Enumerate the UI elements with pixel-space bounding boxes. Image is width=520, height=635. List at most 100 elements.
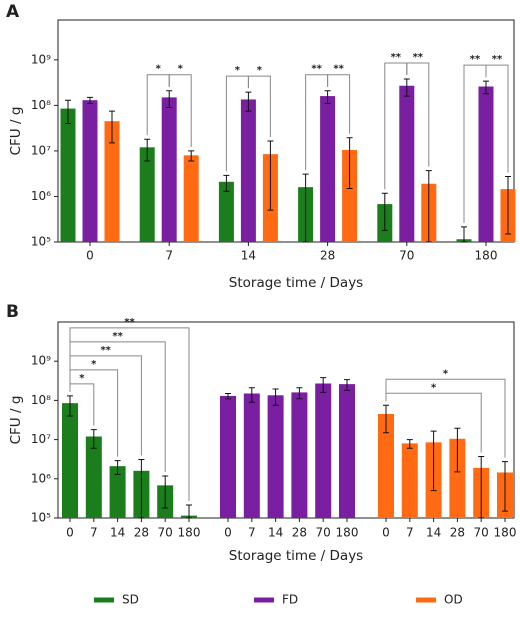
- bar: [60, 108, 76, 242]
- significance-label: **: [413, 52, 424, 63]
- plot-frame: [57, 321, 515, 519]
- x-tick-label: 70: [474, 526, 489, 540]
- error-bar: [502, 461, 508, 512]
- significance-bracket: [385, 378, 506, 458]
- bar: [62, 403, 78, 518]
- error-bar: [320, 377, 327, 393]
- bar: [139, 147, 155, 242]
- y-tick-label: 10⁵: [31, 511, 51, 525]
- panel-label: A: [6, 2, 20, 22]
- significance-label: **: [470, 54, 481, 65]
- plot-frame: [57, 19, 515, 243]
- x-tick-label: 28: [320, 249, 335, 263]
- x-tick-label: 7: [248, 526, 256, 540]
- bar: [82, 100, 98, 242]
- bar: [267, 395, 284, 518]
- x-tick-label: 0: [86, 249, 94, 263]
- x-tick-label: 7: [406, 526, 414, 540]
- error-bar: [114, 460, 121, 475]
- error-bar: [109, 110, 115, 144]
- panel-label: B: [6, 302, 19, 322]
- x-tick-label: 70: [399, 249, 414, 263]
- error-bar: [302, 173, 309, 243]
- bar: [342, 149, 358, 242]
- x-tick-label: 28: [450, 526, 465, 540]
- error-bar: [166, 90, 173, 108]
- error-bar: [324, 90, 331, 105]
- y-tick-label: 10⁸: [31, 98, 51, 112]
- significance-label: *: [443, 368, 449, 379]
- error-bar: [248, 387, 255, 403]
- error-bar: [505, 175, 511, 235]
- significance-bracket: [406, 62, 430, 167]
- significance-label: **: [124, 317, 135, 328]
- significance-label: *: [79, 373, 85, 384]
- x-tick-label: 180: [494, 526, 517, 540]
- error-bar: [383, 404, 389, 434]
- error-bar: [162, 475, 169, 509]
- error-bar: [461, 226, 467, 243]
- bar: [320, 96, 336, 242]
- error-bar: [381, 192, 388, 231]
- legend-label: OD: [444, 593, 463, 607]
- significance-label: *: [431, 382, 437, 393]
- significance-label: **: [112, 331, 123, 342]
- error-bar: [425, 170, 432, 243]
- significance-label: *: [235, 65, 241, 76]
- significance-label: *: [257, 65, 263, 76]
- bar: [218, 181, 234, 242]
- error-bar: [296, 387, 303, 400]
- y-tick-label: 10⁶: [31, 189, 51, 203]
- significance-bracket: [247, 75, 271, 138]
- error-bar: [267, 140, 274, 211]
- x-tick-label: 14: [241, 249, 256, 263]
- x-tick-label: 180: [475, 249, 498, 263]
- error-bar: [483, 80, 489, 95]
- legend-label: FD: [282, 593, 298, 607]
- bar: [104, 121, 120, 242]
- x-tick-label: 180: [336, 526, 359, 540]
- error-bar: [272, 388, 279, 406]
- bar: [478, 86, 494, 242]
- error-bar: [406, 439, 413, 449]
- significance-label: **: [333, 64, 344, 75]
- error-bar: [430, 430, 437, 492]
- error-bar: [188, 150, 195, 162]
- error-bar: [454, 427, 461, 473]
- bar: [161, 97, 177, 242]
- x-tick-label: 70: [316, 526, 331, 540]
- x-tick-label: 14: [268, 526, 283, 540]
- bar: [220, 395, 236, 518]
- bar: [243, 393, 260, 518]
- bar: [291, 392, 308, 518]
- bar: [183, 155, 199, 242]
- significance-bracket: [69, 355, 142, 456]
- x-tick-label: 7: [165, 249, 173, 263]
- error-bar: [67, 395, 73, 417]
- bar: [109, 466, 126, 518]
- significance-label: **: [492, 54, 503, 65]
- error-bar: [223, 174, 230, 192]
- significance-label: **: [391, 52, 402, 63]
- significance-label: **: [311, 64, 322, 75]
- y-axis-title: CFU / g: [8, 107, 24, 156]
- legend-label: SD: [122, 593, 139, 607]
- bar: [315, 383, 332, 518]
- y-tick-label: 10⁸: [31, 393, 51, 407]
- bar: [339, 384, 355, 518]
- x-tick-label: 180: [178, 526, 201, 540]
- y-tick-label: 10⁷: [31, 143, 51, 157]
- x-tick-label: 28: [134, 526, 149, 540]
- error-bar: [245, 91, 252, 112]
- x-tick-label: 0: [224, 526, 232, 540]
- error-bar: [144, 138, 151, 162]
- significance-bracket: [327, 74, 351, 134]
- bar: [85, 436, 102, 518]
- bar: [401, 443, 418, 518]
- y-tick-label: 10⁵: [31, 235, 51, 249]
- significance-bracket: [69, 327, 190, 501]
- error-bar: [344, 379, 350, 391]
- error-bar: [65, 99, 71, 125]
